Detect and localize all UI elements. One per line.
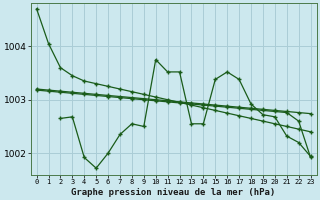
X-axis label: Graphe pression niveau de la mer (hPa): Graphe pression niveau de la mer (hPa)	[71, 188, 276, 197]
